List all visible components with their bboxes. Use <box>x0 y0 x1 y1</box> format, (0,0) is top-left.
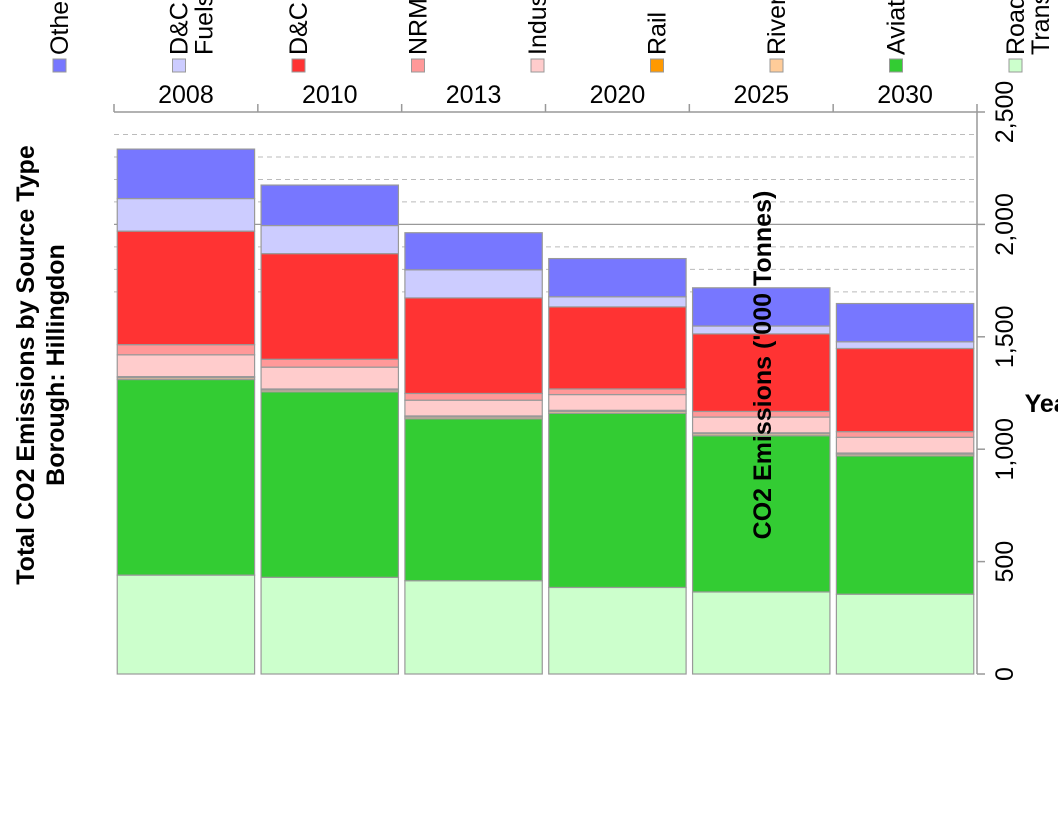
bar-segment <box>260 184 400 227</box>
x-axis-title: Year <box>1025 390 1058 418</box>
legend-label: Other <box>46 0 74 55</box>
category-tick-label: 2008 <box>158 81 214 109</box>
value-tick-label: 500 <box>991 541 1019 583</box>
bar-segment <box>691 591 831 675</box>
bar-segment <box>260 391 400 578</box>
bar-segment <box>691 287 831 327</box>
legend-swatch <box>291 58 306 73</box>
bar-segment <box>260 366 400 390</box>
bar-segment <box>116 197 256 232</box>
legend-swatch <box>1008 58 1023 73</box>
bar-segment <box>548 412 687 589</box>
bar-segment <box>116 354 256 378</box>
value-tick-label: 2,000 <box>991 193 1019 256</box>
value-tick-label: 2,500 <box>991 81 1019 144</box>
bar-segment <box>404 418 543 582</box>
legend-label: NRMM <box>405 0 433 55</box>
legend-swatch <box>889 58 903 73</box>
tick-labels: 0 500 1,000 1,500 2,000 2,500 2008 2010 2013 2020… <box>158 81 1019 681</box>
gridlines <box>114 133 977 293</box>
bar-segment <box>835 302 975 343</box>
value-tick-label: 0 <box>991 667 1019 681</box>
category-tick-label: 2030 <box>877 81 933 109</box>
bar-segment <box>548 257 687 298</box>
legend-label: Aviation <box>883 0 911 55</box>
bar-segment <box>548 296 687 308</box>
legend-label: Industry <box>524 0 552 55</box>
bar-segment <box>260 253 400 360</box>
legend-label-line2: Transport <box>1027 0 1055 55</box>
legend-swatch <box>530 58 545 73</box>
bars <box>116 148 975 675</box>
bar-segment <box>404 232 543 271</box>
legend-label: D&C Gas <box>285 0 313 55</box>
legend-swatch <box>411 58 425 73</box>
bar-segment <box>404 392 543 401</box>
legend-label: Road <box>1002 0 1030 55</box>
bar-segment <box>116 574 256 675</box>
legend-label: Rail <box>644 12 672 55</box>
bar-segment <box>260 576 400 675</box>
category-tick-label: 2020 <box>590 81 646 109</box>
bar-segment <box>404 399 543 417</box>
bar-segment <box>835 431 975 438</box>
value-tick-label: 1,000 <box>991 418 1019 481</box>
bar-segment <box>404 269 543 299</box>
bar-segment <box>260 358 400 368</box>
legend-label-line2: Fuels <box>191 0 219 55</box>
bar-segment <box>548 388 687 396</box>
bar-segment <box>260 224 400 255</box>
bar-segment <box>835 593 975 675</box>
category-tick-label: 2010 <box>302 81 358 109</box>
bar-segment <box>835 347 975 433</box>
bar-segment <box>404 297 543 395</box>
legend-label: River <box>763 0 791 55</box>
bar-segment <box>116 378 256 576</box>
bar-segment <box>548 586 687 675</box>
chart-title: Total CO2 Emissions by Source Type <box>12 145 40 585</box>
bar-segment <box>116 148 256 200</box>
bar-segment <box>835 455 975 595</box>
value-tick-label: 1,500 <box>991 306 1019 369</box>
legend-label: D&C Othe <box>166 0 194 55</box>
bar-segment <box>548 393 687 411</box>
bar-segment <box>404 580 543 675</box>
legend: Other D&C OtheFuels D&C Gas NRMM Industry Rai… <box>46 0 1055 73</box>
category-tick-label: 2013 <box>446 81 502 109</box>
legend-swatch <box>172 58 186 73</box>
bar-segment <box>835 341 975 350</box>
category-tick-label: 2025 <box>733 81 789 109</box>
legend-swatch <box>650 58 664 73</box>
axes <box>113 104 985 675</box>
y-axis-title: CO2 Emissions ('000 Tonnes) <box>749 191 777 540</box>
legend-swatch <box>769 58 784 73</box>
bar-segment <box>116 344 256 356</box>
bar-segment <box>116 230 256 346</box>
legend-swatch <box>52 58 67 73</box>
chart-subtitle: Borough: Hillingdon <box>42 244 70 486</box>
bar-segment <box>548 306 687 390</box>
bar-segment <box>835 436 975 454</box>
